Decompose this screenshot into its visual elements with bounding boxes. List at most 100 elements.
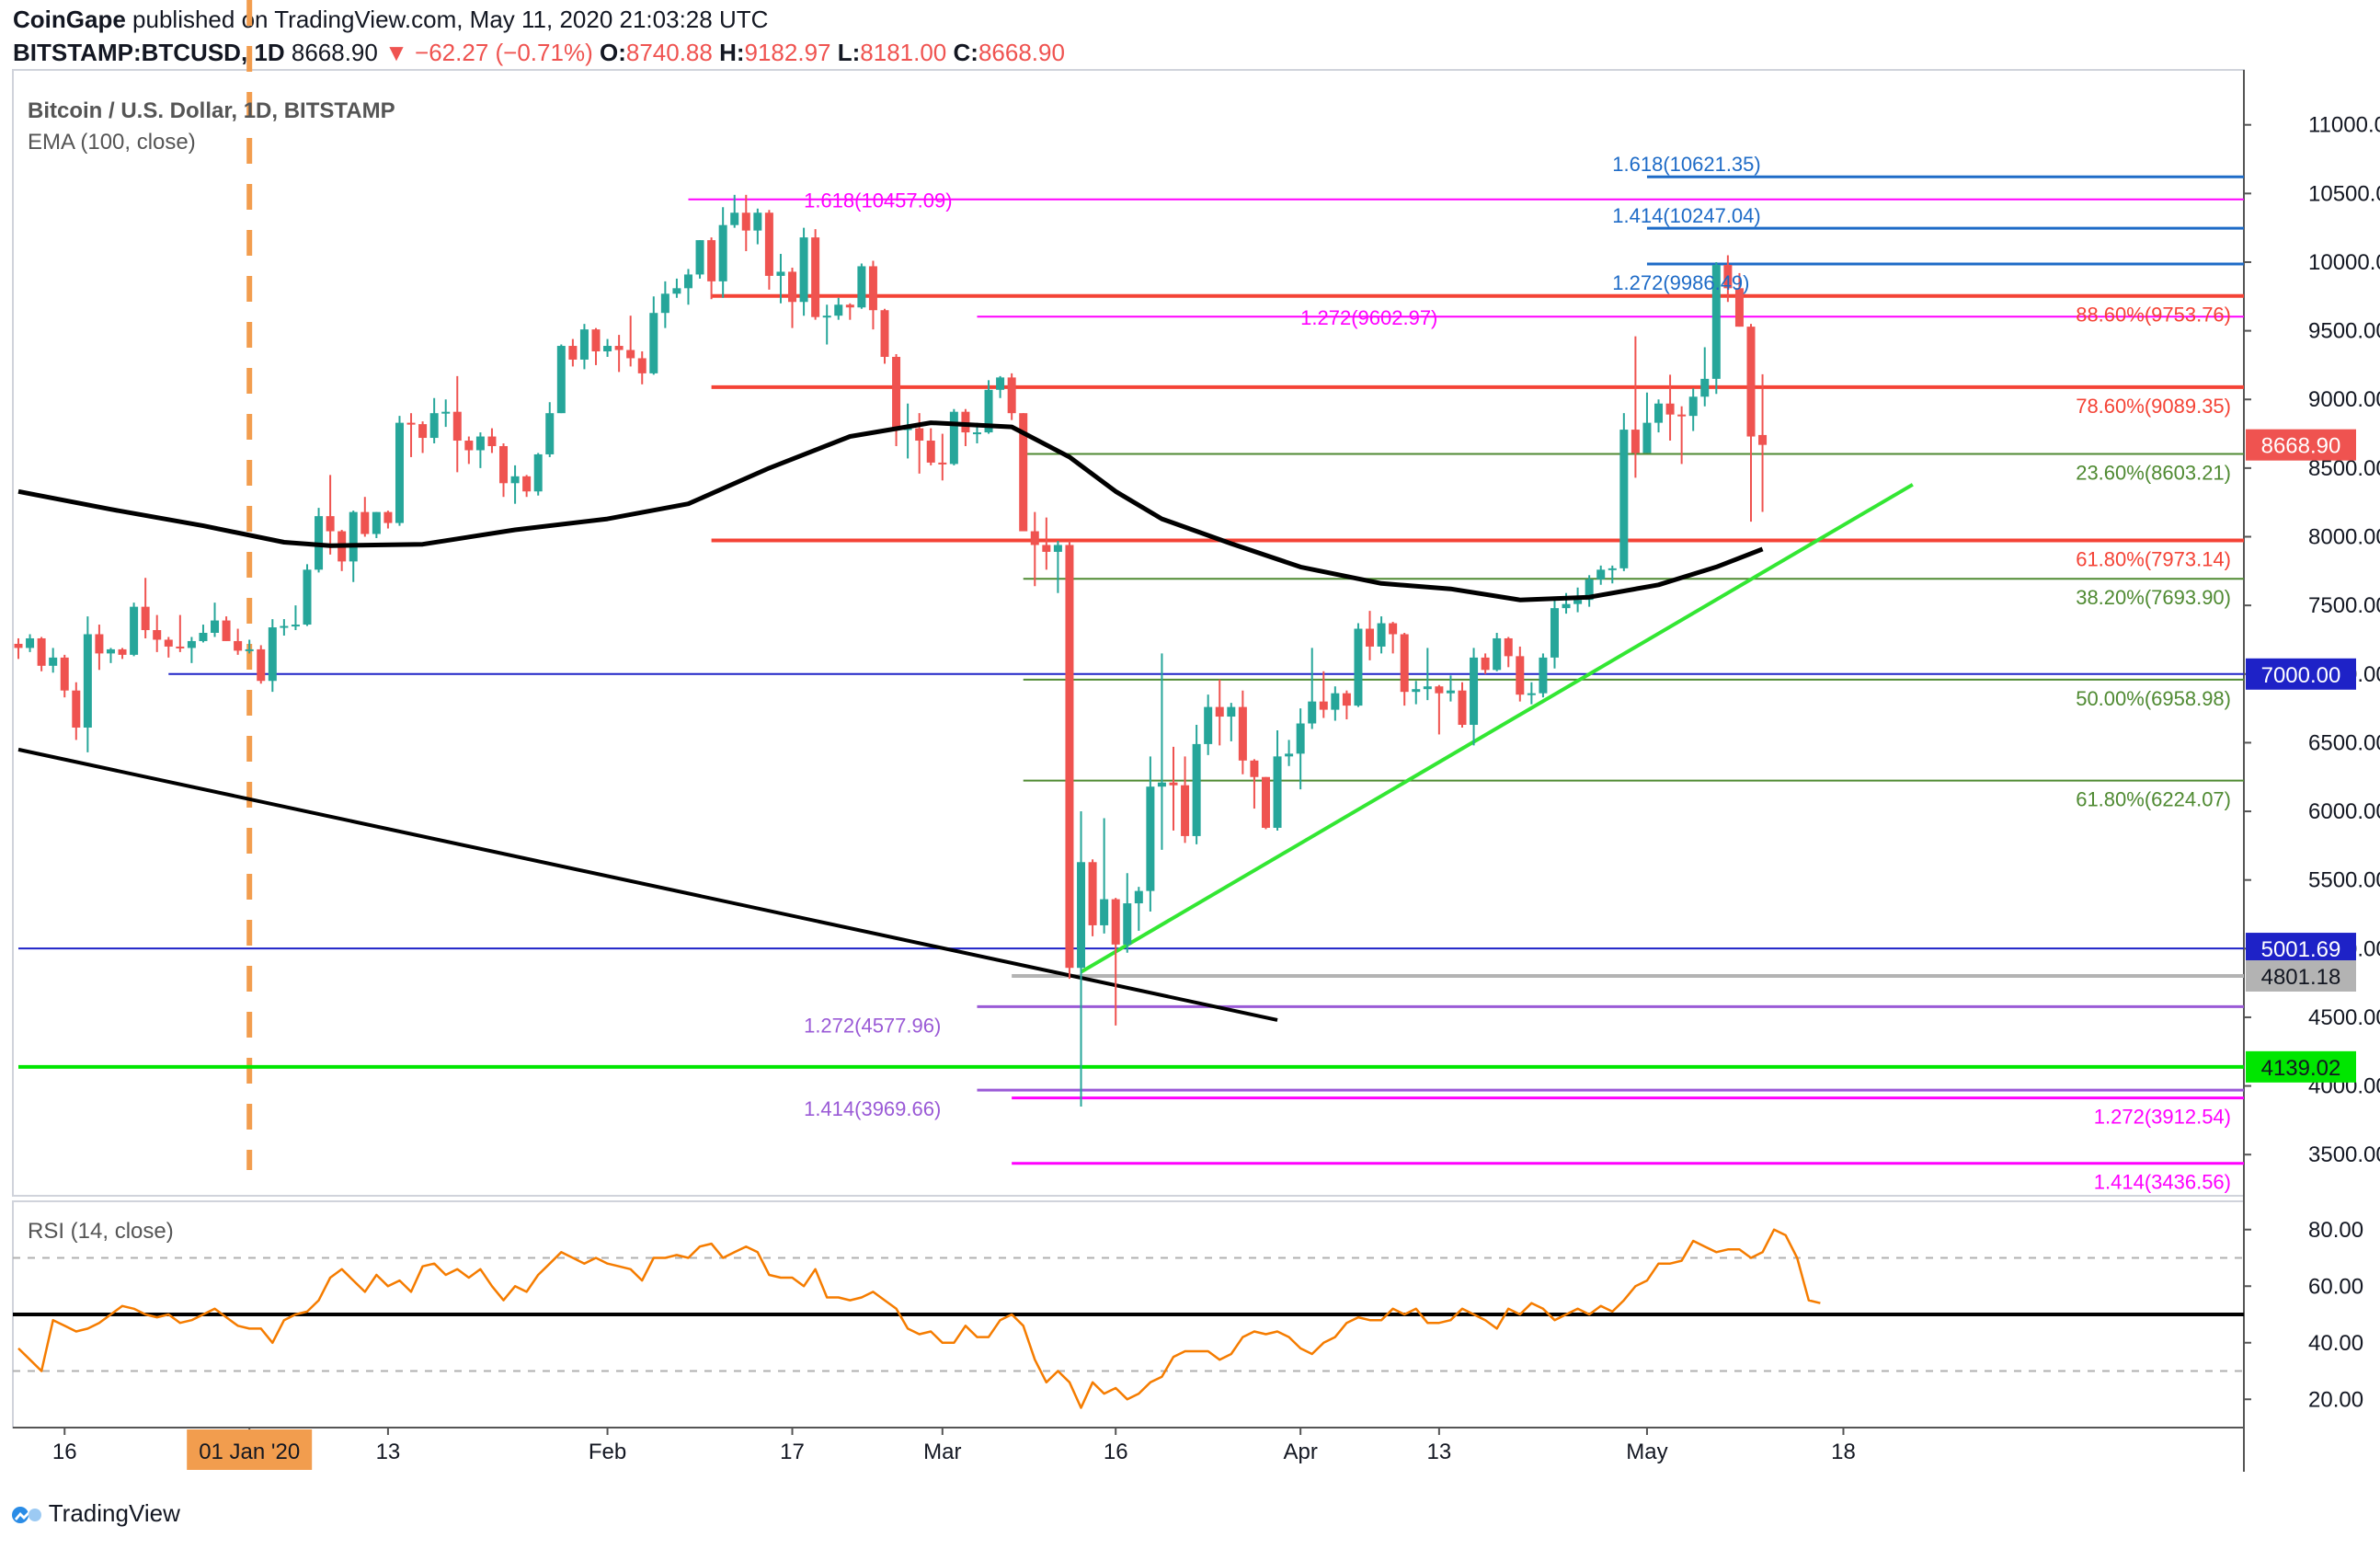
candle: [533, 453, 543, 496]
candle: [1169, 746, 1178, 831]
candle-body: [130, 606, 139, 655]
candle: [1527, 682, 1536, 705]
candle-body: [845, 304, 854, 308]
time-axis[interactable]: 16 01 Jan '20 13 Feb 17 Mar 16 Apr 13 May 18: [52, 1428, 1856, 1470]
candle: [37, 637, 46, 671]
candle: [1273, 729, 1282, 831]
low-key: L:: [837, 39, 861, 66]
candle: [1446, 675, 1455, 702]
level-label: 1.414(10247.04): [1612, 204, 1760, 227]
tradingview-logo[interactable]: TradingView: [11, 1499, 180, 1528]
candle: [1053, 540, 1062, 593]
level-label: 1.272(9986.49): [1612, 271, 1749, 294]
candle: [1412, 681, 1421, 705]
ema-layer: [17, 420, 1764, 602]
candle: [291, 605, 300, 631]
candle-body: [1619, 430, 1629, 568]
published-text: published on TradingView.com, May 11, 20…: [132, 6, 769, 33]
candle-body: [475, 436, 485, 451]
level-labels: 1.618(10621.35) 1.618(10457.09) 1.414(1024…: [804, 153, 2231, 1193]
candle-body: [1700, 378, 1710, 397]
price-axis[interactable]: 11000.0010500.0010000.009500.009000.0085…: [2244, 113, 2380, 1168]
candle: [234, 628, 243, 655]
candle-body: [753, 212, 762, 231]
candle: [556, 344, 566, 414]
time-tick-label: Feb: [589, 1440, 626, 1464]
price-tag-label: 8668.90: [2261, 434, 2341, 459]
candle: [1516, 646, 1525, 702]
candle-body: [1331, 693, 1340, 710]
candle-body: [60, 657, 69, 691]
candle-body: [372, 511, 381, 534]
candle: [1111, 898, 1120, 1026]
candle: [1342, 690, 1351, 720]
candle: [1261, 776, 1270, 830]
candle-body: [857, 266, 866, 308]
candle: [961, 408, 970, 446]
candle-body: [1065, 545, 1074, 969]
time-tick-label: 17: [780, 1440, 805, 1464]
candle: [280, 619, 289, 636]
candle-body: [510, 476, 520, 484]
candle: [338, 530, 347, 571]
candle: [545, 402, 555, 457]
candle: [475, 432, 485, 468]
price-tick-label: 5500.00: [2308, 868, 2380, 893]
candle: [1134, 887, 1143, 931]
candle-body: [153, 630, 162, 640]
time-tick-label: 16: [52, 1440, 77, 1464]
candle-body: [764, 212, 773, 276]
candle-body: [1746, 327, 1756, 437]
candle-body: [72, 690, 81, 728]
candle: [649, 296, 658, 375]
last-price: 8668.90: [291, 39, 378, 66]
price-tick-label: 10000.00: [2308, 250, 2380, 275]
candle: [1608, 565, 1617, 584]
candle-body: [222, 620, 231, 641]
level-label: 88.60%(9753.76): [2076, 304, 2231, 327]
level-label: 1.618(10457.09): [804, 189, 952, 212]
candle: [1711, 261, 1721, 395]
candle: [406, 413, 416, 457]
price-tag-label: 5001.69: [2261, 937, 2341, 962]
candle: [1389, 622, 1398, 654]
candle: [1619, 413, 1629, 571]
price-tag-box: [2246, 933, 2356, 965]
candle-body: [1261, 776, 1270, 828]
candle-body: [996, 377, 1005, 390]
chart-title: Bitcoin / U.S. Dollar, 1D, BITSTAMP: [28, 98, 395, 123]
candle-body: [1423, 686, 1432, 690]
candle-body: [556, 346, 566, 414]
candle: [441, 399, 451, 428]
price-tag-label: 4139.02: [2261, 1056, 2341, 1081]
candle: [60, 654, 69, 698]
candle: [487, 428, 497, 453]
candle-body: [626, 350, 635, 359]
candle-body: [141, 606, 150, 631]
candle: [130, 602, 139, 657]
price-tag-box: [2246, 658, 2356, 690]
candle-body: [1688, 396, 1698, 417]
candle-body: [1677, 414, 1687, 417]
candle: [660, 281, 669, 328]
candle: [1204, 694, 1213, 755]
candle-body: [1181, 785, 1190, 836]
level-label: 61.80%(7973.14): [2076, 548, 2231, 571]
candle: [1435, 684, 1444, 735]
candle: [568, 338, 578, 367]
candle: [880, 308, 889, 364]
candle-body: [1458, 690, 1467, 726]
candle: [1065, 540, 1074, 980]
candle: [672, 278, 681, 298]
candle-body: [95, 634, 104, 654]
candle-body: [1192, 743, 1201, 836]
candle-body: [1654, 403, 1664, 423]
rsi-legend: RSI (14, close): [28, 1219, 174, 1244]
rsi-tick-label: 60.00: [2308, 1274, 2363, 1299]
candle-body: [1573, 600, 1583, 604]
candle: [1308, 648, 1317, 729]
candle: [1677, 406, 1687, 465]
candle: [49, 648, 58, 673]
candle: [1319, 671, 1328, 718]
